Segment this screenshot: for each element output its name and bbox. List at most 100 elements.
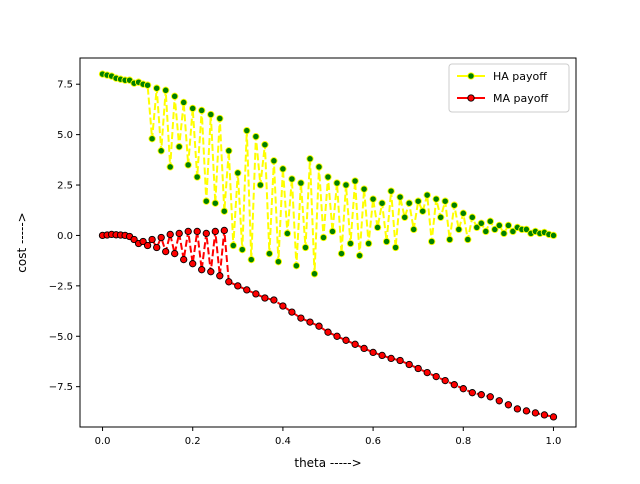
- data-point: [405, 360, 413, 369]
- data-point: [148, 235, 156, 244]
- data-point: [216, 272, 224, 280]
- data-point: [143, 81, 152, 89]
- data-point: [162, 86, 170, 94]
- data-point: [373, 223, 382, 232]
- data-point: [207, 110, 215, 119]
- legend: HA payoff MA payoff: [448, 63, 570, 113]
- data-point: [486, 393, 494, 401]
- data-point: [333, 179, 341, 187]
- data-point: [378, 351, 386, 360]
- data-point: [157, 147, 165, 155]
- data-point: [216, 114, 224, 123]
- data-point: [193, 227, 201, 236]
- data-point: [342, 181, 350, 189]
- data-point: [270, 296, 278, 304]
- data-point: [549, 231, 558, 240]
- data-point: [171, 92, 179, 100]
- data-point: [328, 227, 337, 236]
- x-tick-label: 0.6: [365, 436, 381, 447]
- x-axis-ticks: 0.0 0.2 0.4 0.6 0.8 1.0: [95, 427, 561, 447]
- data-point: [428, 237, 436, 246]
- data-point: [292, 262, 301, 270]
- data-point: [207, 268, 215, 276]
- data-point: [225, 147, 233, 155]
- data-point: [288, 308, 296, 316]
- data-point: [378, 199, 386, 207]
- data-point: [261, 141, 269, 149]
- data-point: [423, 368, 431, 377]
- legend-item: MA payoff: [457, 92, 548, 105]
- data-point: [189, 260, 197, 268]
- legend-marker: [467, 72, 475, 80]
- data-point: [495, 221, 503, 230]
- y-tick-label: −2.5: [49, 281, 73, 292]
- data-point: [504, 401, 513, 409]
- data-point: [252, 132, 260, 141]
- data-point: [401, 213, 409, 221]
- data-point: [324, 328, 332, 336]
- data-point: [315, 322, 323, 330]
- data-point: [143, 241, 152, 250]
- data-point: [198, 106, 206, 115]
- data-point: [162, 247, 170, 256]
- data-point: [288, 175, 296, 183]
- y-tick-label: 7.5: [57, 80, 73, 91]
- data-point: [301, 243, 310, 252]
- data-point: [396, 356, 404, 365]
- data-point: [522, 225, 531, 234]
- data-point: [139, 237, 147, 246]
- data-point: [184, 161, 192, 169]
- series-layer: [98, 70, 558, 421]
- x-tick-label: 0.0: [95, 436, 111, 447]
- data-point: [450, 201, 458, 209]
- data-point: [333, 332, 341, 340]
- data-point: [243, 286, 251, 294]
- data-point: [315, 163, 323, 171]
- data-point: [477, 391, 485, 399]
- data-point: [202, 197, 210, 205]
- legend-marker: [467, 94, 475, 102]
- data-point: [283, 229, 292, 238]
- data-point: [410, 225, 418, 234]
- data-point: [166, 163, 174, 171]
- data-point: [482, 227, 490, 236]
- data-point: [319, 233, 328, 242]
- legend-label: MA payoff: [493, 92, 548, 105]
- data-point: [153, 243, 161, 252]
- y-tick-label: −7.5: [49, 382, 73, 393]
- data-point: [364, 239, 373, 248]
- data-point: [279, 165, 287, 173]
- legend-item: HA payoff: [457, 70, 547, 83]
- data-point: [419, 207, 427, 215]
- x-tick-label: 0.4: [275, 436, 291, 447]
- data-point: [459, 385, 467, 393]
- data-point: [306, 155, 314, 163]
- data-point: [270, 157, 278, 165]
- data-point: [513, 405, 522, 413]
- data-point: [193, 173, 201, 181]
- y-tick-label: 0.0: [57, 231, 73, 242]
- y-tick-label: 2.5: [57, 181, 73, 192]
- data-point: [473, 223, 481, 232]
- data-point: [243, 126, 251, 135]
- data-point: [351, 177, 359, 185]
- data-point: [504, 221, 513, 230]
- data-point: [184, 227, 192, 236]
- data-point: [180, 98, 188, 107]
- data-point: [355, 251, 364, 260]
- data-point: [252, 290, 260, 298]
- plot-frame: [79, 57, 577, 428]
- data-point: [279, 302, 287, 310]
- data-point: [405, 199, 413, 207]
- data-point: [265, 249, 274, 258]
- x-tick-label: 0.8: [455, 436, 471, 447]
- data-point: [256, 181, 265, 189]
- x-tick-label: 0.2: [185, 436, 201, 447]
- data-point: [342, 336, 350, 344]
- series-1: [98, 226, 558, 421]
- data-point: [274, 258, 283, 266]
- data-point: [180, 255, 188, 264]
- data-point: [247, 255, 255, 264]
